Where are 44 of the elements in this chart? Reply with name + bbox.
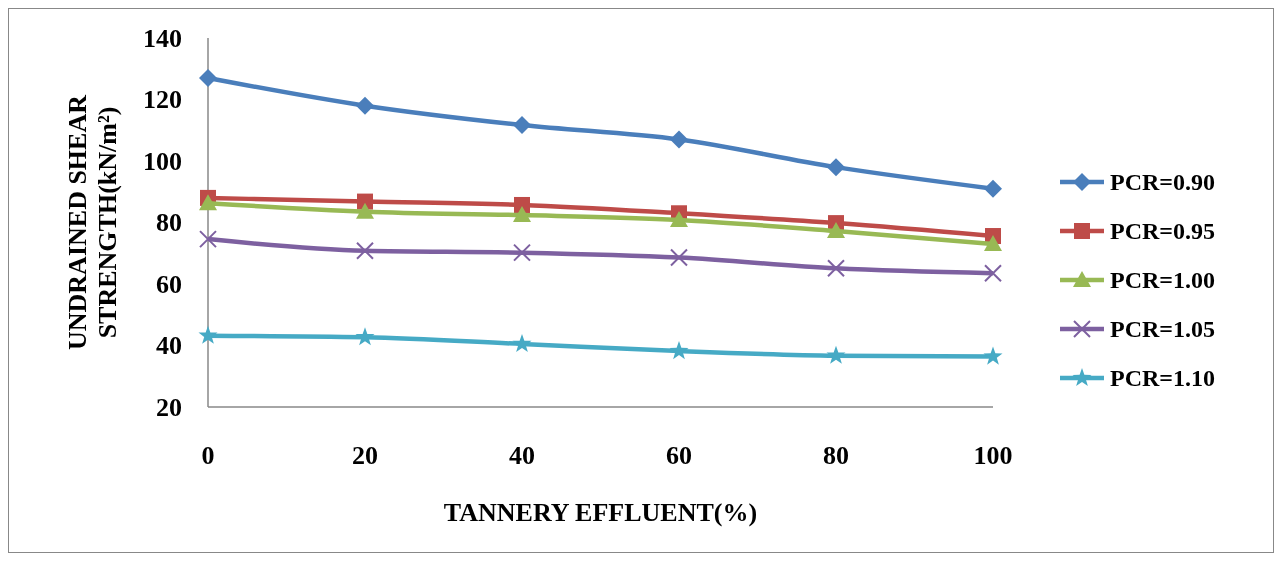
point [513,206,531,223]
point [355,327,375,346]
point [513,243,531,262]
point [199,68,217,87]
point [983,346,1003,365]
point [199,194,217,211]
y-tick-label: 100 [143,146,182,176]
x-tick-label: 80 [823,440,849,470]
legend-label: PCR=1.00 [1110,267,1215,293]
point [670,211,688,228]
x-tick-label: 60 [666,440,692,470]
point [513,116,531,135]
legend-label: PCR=0.95 [1110,218,1215,244]
y-tick-label: 140 [143,23,182,53]
legend-label: PCR=0.90 [1110,169,1215,195]
point [356,241,374,260]
x-tick-label: 0 [201,440,215,470]
legend-label: PCR=1.10 [1110,365,1215,391]
point [670,130,688,149]
legend-label: PCR=1.05 [1110,316,1215,342]
point [827,158,845,177]
point [669,341,689,360]
x-tick-label: 100 [973,440,1013,470]
y-axis-title: UNDRAINED SHEAR STRENGTH(kN/m²) [63,94,122,350]
x-tick-label: 40 [509,440,535,470]
point [984,179,1002,198]
point [356,202,374,219]
point [199,230,217,249]
y-tick-label: 20 [156,392,182,422]
point [827,259,845,278]
y-tick-label: 60 [156,269,182,299]
point [356,96,374,115]
y-tick-label: 80 [156,208,182,237]
y-tick-label: 120 [143,85,182,114]
point [826,345,846,364]
point [984,235,1002,252]
y-tick-label: 40 [156,331,182,360]
x-axis-title: TANNERY EFFLUENT(%) [443,497,758,527]
point [198,325,218,344]
point [512,333,532,353]
point [984,264,1002,283]
point [827,222,845,239]
x-tick-label: 20 [352,440,378,470]
point [670,248,688,267]
